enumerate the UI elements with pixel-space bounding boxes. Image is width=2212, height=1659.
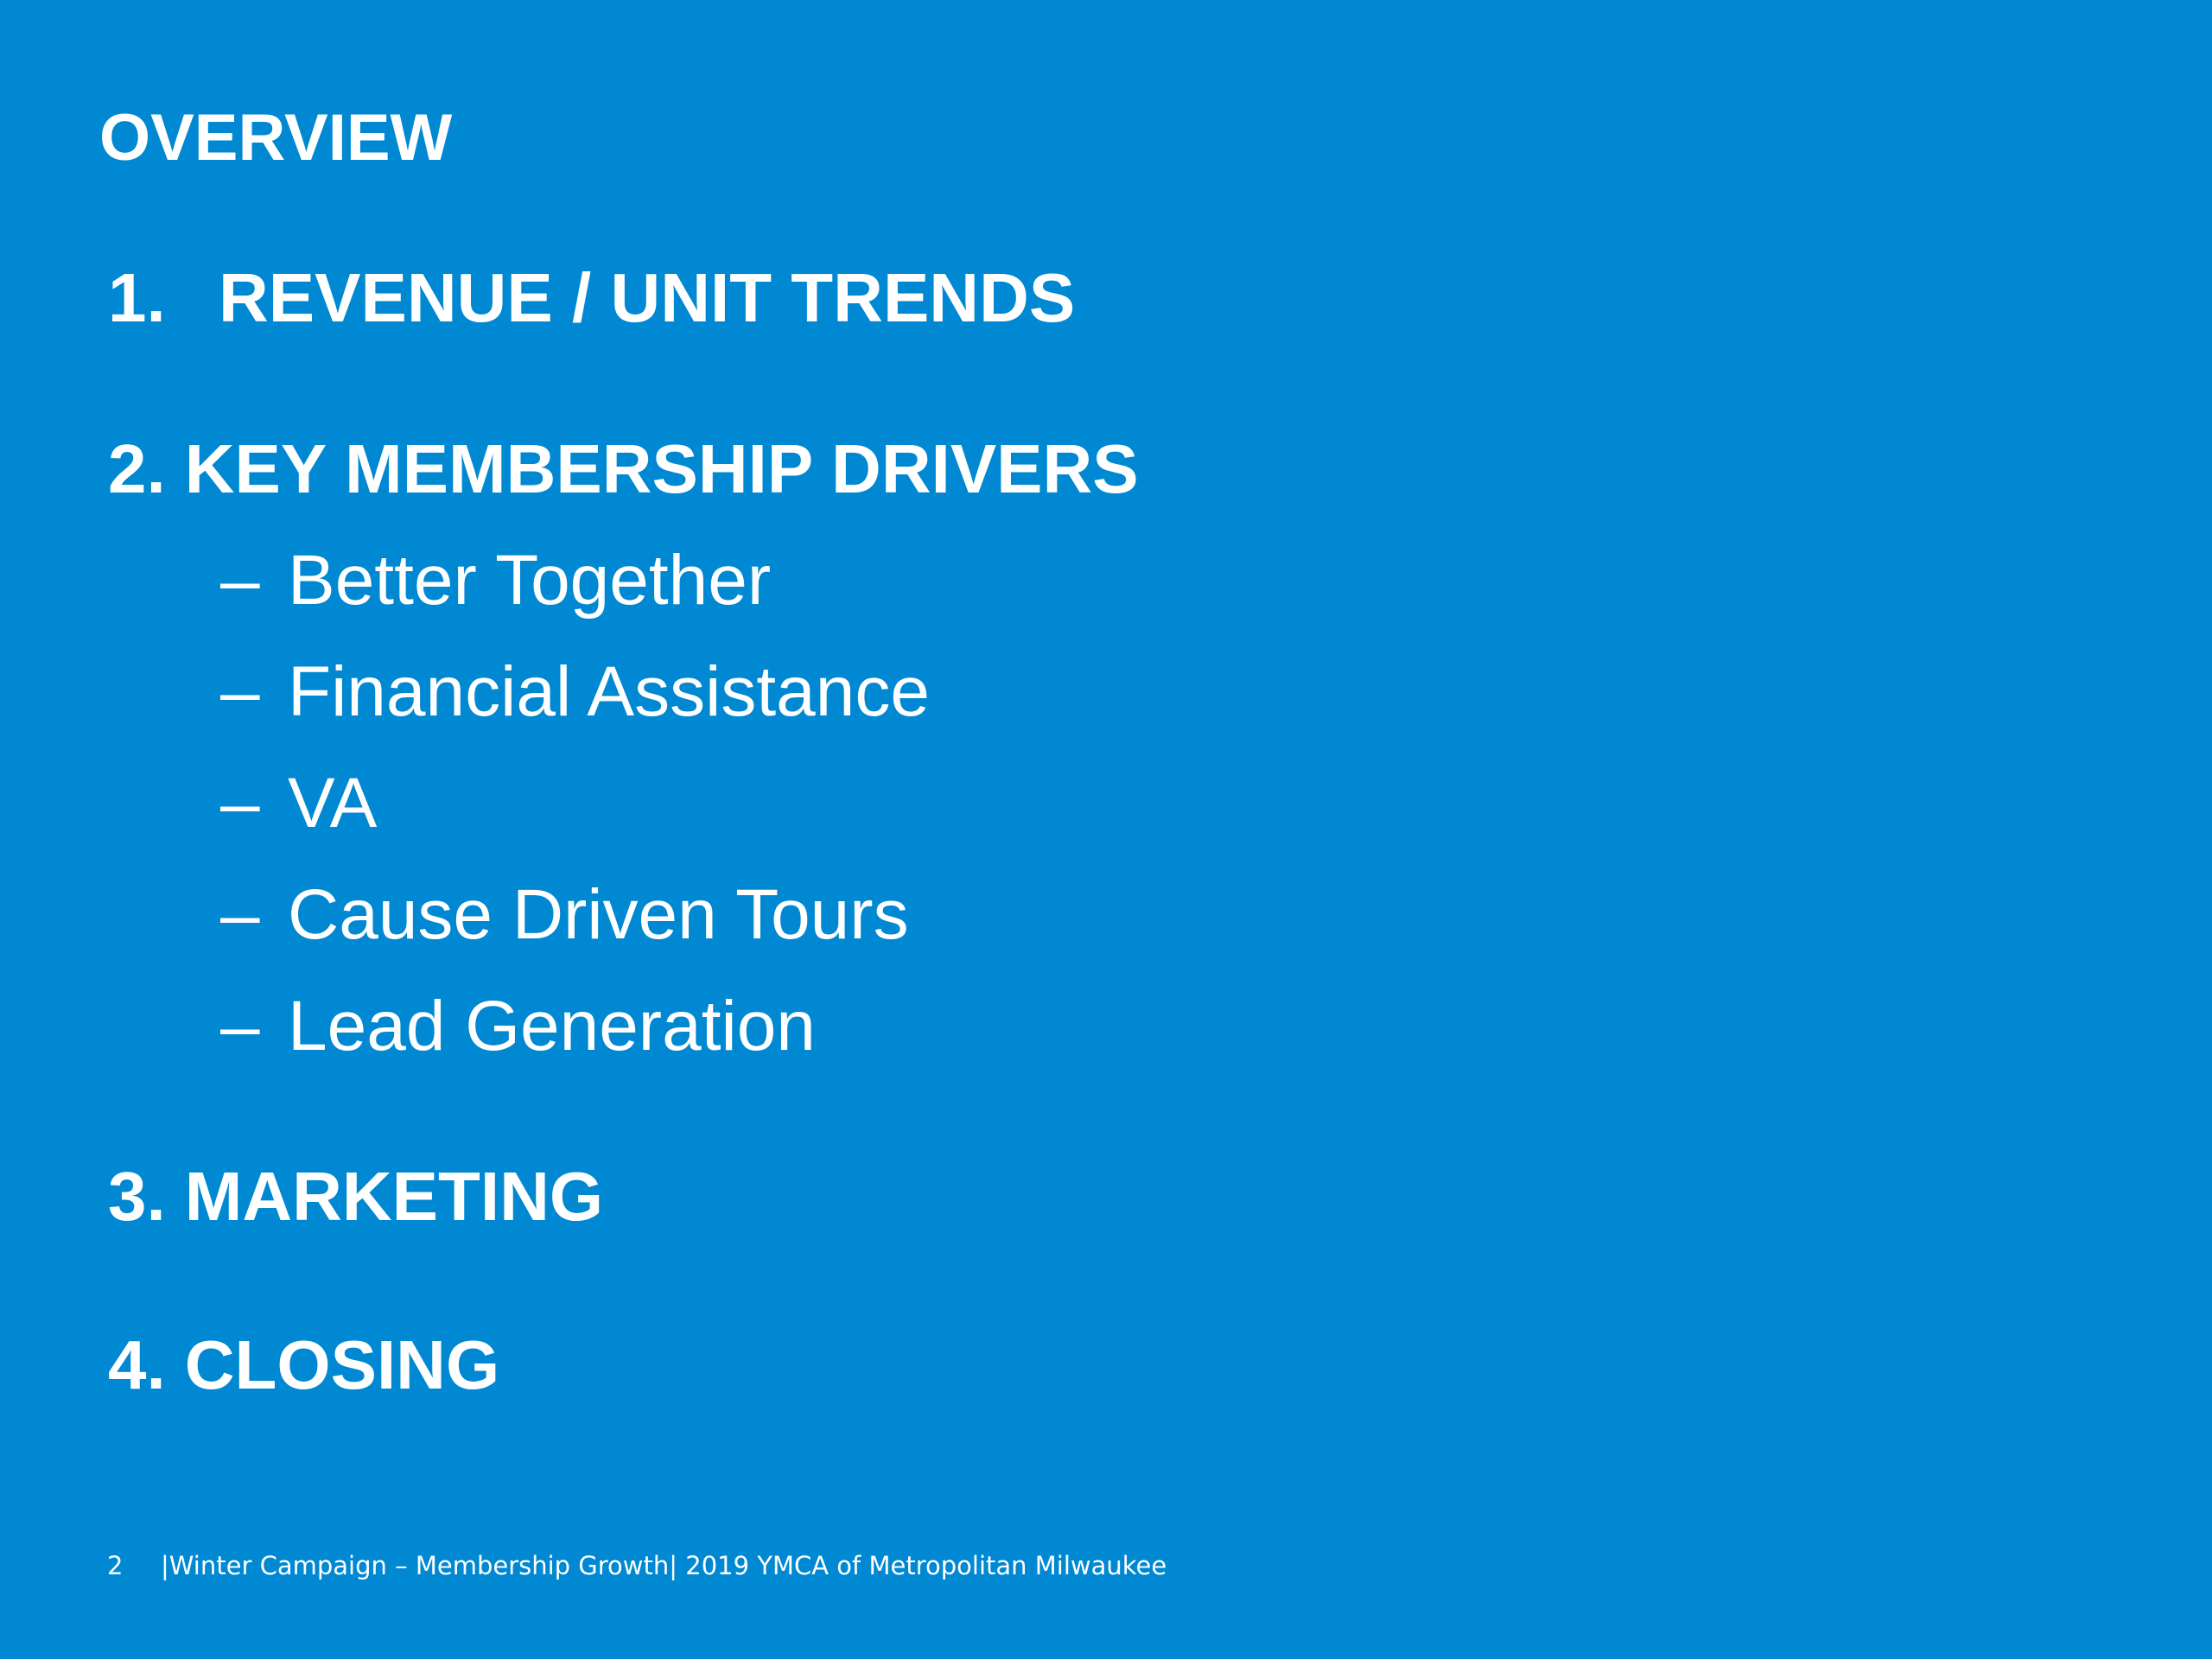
driver-label: Better Together [288,541,772,620]
driver-item-cause-driven-tours: – Cause Driven Tours [220,872,909,958]
dash-bullet: – [220,875,260,954]
section-label: MARKETING [184,1158,604,1235]
driver-label: Financial Assistance [288,652,930,731]
driver-label: Cause Driven Tours [288,875,909,954]
section-heading-key-membership-drivers: 2. KEY MEMBERSHIP DRIVERS [108,426,1139,512]
section-number: 2. [108,430,166,507]
section-number: 1. [108,259,166,336]
driver-item-va: – VA [220,760,377,847]
slide-title: OVERVIEW [99,101,453,175]
driver-item-lead-generation: – Lead Generation [220,983,816,1070]
driver-item-financial-assistance: – Financial Assistance [220,649,930,735]
driver-label: VA [288,764,378,842]
slide-footer: 2 |Winter Campaign – Membership Growth| 2… [107,1550,1166,1581]
section-heading-closing: 4. CLOSING [108,1322,499,1408]
section-number: 4. [108,1326,166,1403]
section-number: 3. [108,1158,166,1235]
section-heading-revenue-unit-trends: 1. REVENUE / UNIT TRENDS [108,255,1075,341]
dash-bullet: – [220,764,260,842]
dash-bullet: – [220,652,260,731]
section-label: REVENUE / UNIT TRENDS [219,259,1076,336]
dash-bullet: – [220,987,260,1065]
dash-bullet: – [220,541,260,620]
section-label: KEY MEMBERSHIP DRIVERS [184,430,1139,507]
section-label: CLOSING [184,1326,500,1403]
section-heading-marketing: 3. MARKETING [108,1154,603,1240]
driver-label: Lead Generation [288,987,816,1065]
footer-text: |Winter Campaign – Membership Growth| 20… [161,1551,1167,1580]
driver-item-better-together: – Better Together [220,537,771,624]
page-number: 2 [107,1551,124,1580]
